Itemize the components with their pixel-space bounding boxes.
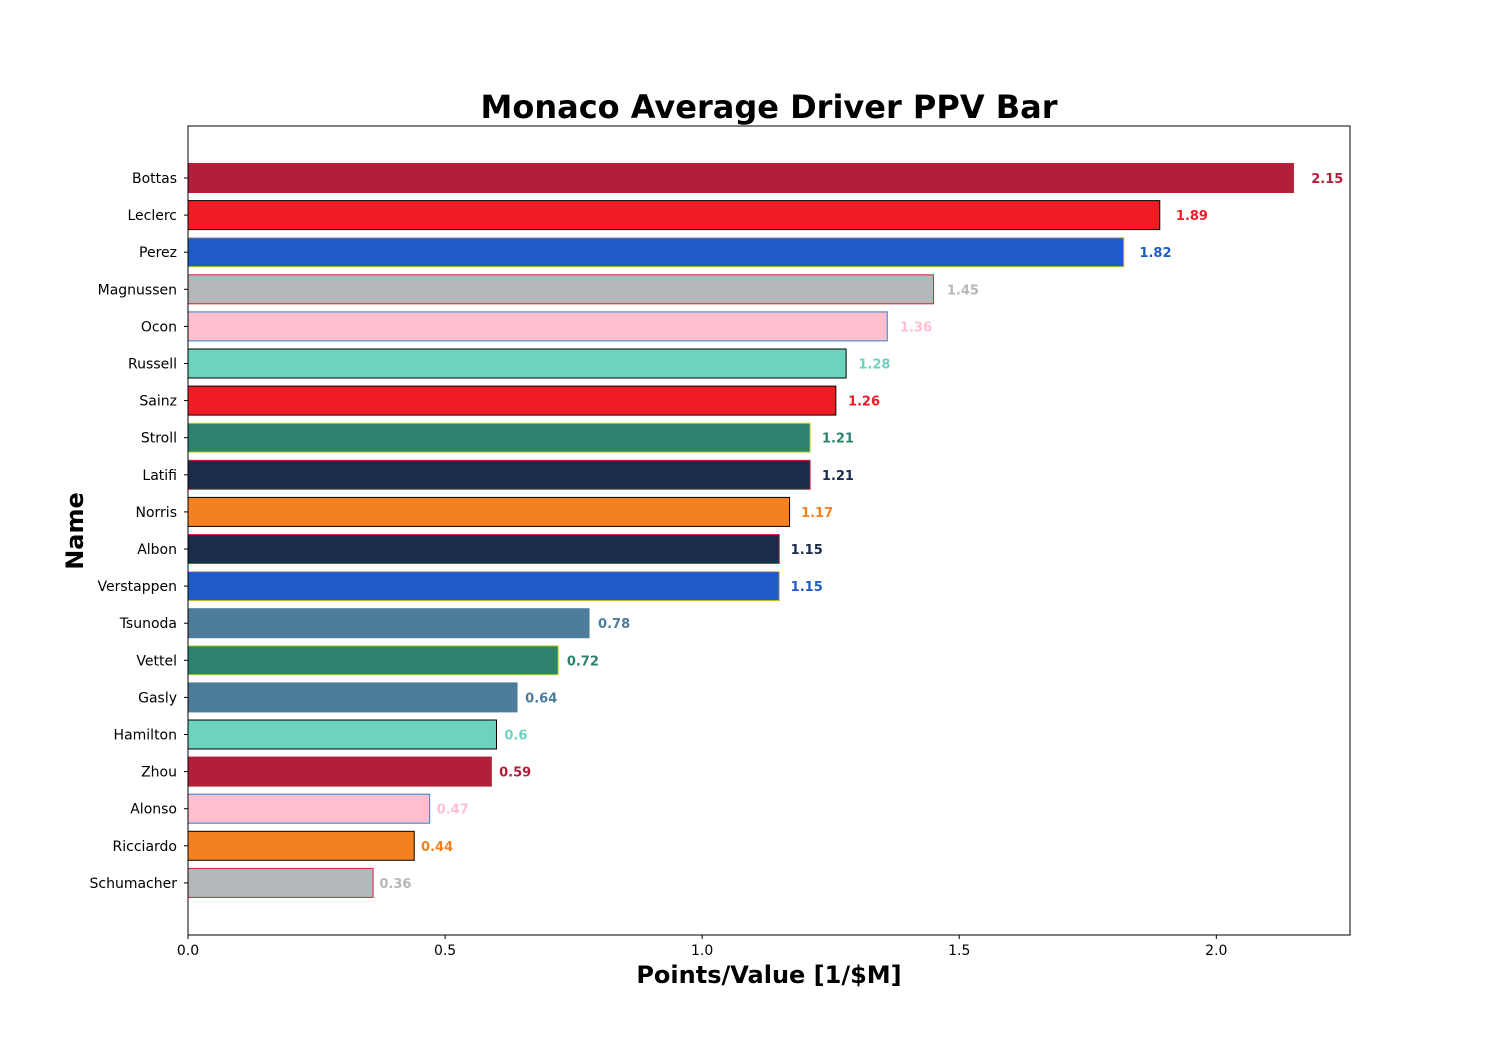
y-tick-label-norris: Norris [136,505,178,521]
x-tick-label: 0.5 [434,943,456,959]
y-axis-label: Name [61,492,89,570]
bar-russell [187,348,847,379]
bar-leclerc [187,200,1161,231]
bar-vettel [187,645,559,676]
x-tick-group: 0.0 0.5 1.0 1.5 2.0 [177,935,1227,959]
bar-bottas [187,163,1294,193]
y-tick-group: Bottas Leclerc Perez Magnussen Ocon Russell Sa… [90,171,188,892]
plot-frame [187,125,1351,936]
x-tick-label: 0.0 [177,943,199,959]
value-label-hamilton: 0.6 [504,729,527,744]
bar-ocon [187,311,888,342]
y-tick-label-hamilton: Hamilton [114,728,177,744]
value-label-norris: 1.17 [801,506,833,521]
bar-gasly [187,682,518,713]
chart-title: Monaco Average Driver PPV Bar [481,88,1058,126]
y-tick-label-vettel: Vettel [136,653,177,669]
y-tick-label-russell: Russell [128,357,177,373]
x-tick-label: 1.5 [948,943,970,959]
bar-sainz [187,385,837,416]
value-label-zhou: 0.59 [499,766,531,781]
y-tick-label-ocon: Ocon [141,319,177,335]
x-tick-label: 2.0 [1205,943,1227,959]
y-tick-label-alonso: Alonso [130,802,177,818]
value-label-alonso: 0.47 [437,803,469,818]
bar-tsunoda [187,608,590,639]
y-tick-label-leclerc: Leclerc [127,208,177,224]
bar-zhou [187,756,492,787]
y-tick-label-tsunoda: Tsunoda [119,616,177,632]
value-label-schumacher: 0.36 [379,877,411,892]
value-label-tsunoda: 0.78 [598,617,630,632]
value-label-ocon: 1.36 [900,320,932,335]
y-tick-label-perez: Perez [139,245,177,261]
bar-albon [187,534,780,564]
value-label-albon: 1.15 [791,543,823,558]
bar-latifi [187,459,811,490]
y-tick-label-sainz: Sainz [139,394,177,410]
bar-alonso [187,793,431,824]
bar-ricciardo [187,830,415,861]
value-label-perez: 1.82 [1139,246,1171,261]
y-tick-label-schumacher: Schumacher [90,876,178,892]
value-labels-group: 2.15 1.89 1.82 1.45 1.36 1.28 1.26 1.21 1.21 1.17… [379,172,1343,892]
value-label-sainz: 1.26 [848,395,880,410]
value-label-stroll: 1.21 [822,432,854,447]
bar-magnussen [187,274,935,305]
bar-perez [187,237,1125,268]
value-label-russell: 1.28 [858,358,890,373]
value-label-verstappen: 1.15 [791,580,823,595]
bar-schumacher [187,867,374,898]
value-label-vettel: 0.72 [567,654,599,669]
x-tick-label: 1.0 [691,943,713,959]
y-tick-label-zhou: Zhou [141,765,177,781]
value-label-ricciardo: 0.44 [421,840,453,855]
value-label-latifi: 1.21 [822,469,854,484]
value-label-gasly: 0.64 [525,691,557,706]
y-tick-label-bottas: Bottas [132,171,177,187]
x-axis-label: Points/Value [1/$M] [636,961,901,989]
y-tick-label-latifi: Latifi [142,468,177,484]
y-tick-label-gasly: Gasly [138,690,177,706]
value-label-magnussen: 1.45 [947,283,979,298]
y-tick-label-ricciardo: Ricciardo [113,839,177,855]
bar-hamilton [187,719,497,750]
y-tick-label-stroll: Stroll [141,431,177,447]
bar-stroll [187,422,811,453]
y-tick-label-magnussen: Magnussen [98,282,177,298]
bar-norris [187,496,791,527]
value-label-leclerc: 1.89 [1176,209,1208,224]
y-tick-label-albon: Albon [137,542,177,558]
bar-verstappen [187,571,780,602]
value-label-bottas: 2.15 [1311,172,1343,187]
y-tick-label-verstappen: Verstappen [98,579,177,595]
bars-group [187,163,1294,898]
